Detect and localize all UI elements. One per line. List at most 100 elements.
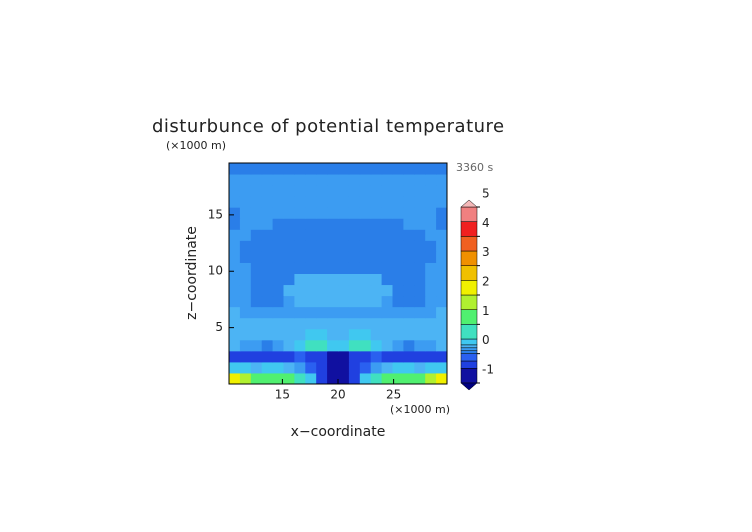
contour-cell bbox=[338, 273, 350, 286]
contour-cell bbox=[436, 240, 448, 252]
contour-cell bbox=[370, 229, 383, 241]
contour-cell bbox=[316, 218, 328, 230]
contour-cell bbox=[414, 196, 426, 208]
contour-cell bbox=[283, 229, 295, 241]
contour-cell bbox=[239, 361, 252, 374]
colorbar-band bbox=[460, 294, 478, 310]
contour-cell bbox=[261, 361, 274, 374]
contour-cell bbox=[425, 240, 437, 252]
contour-cell bbox=[436, 229, 448, 241]
contour-cell bbox=[250, 240, 263, 252]
contour-cell bbox=[381, 306, 393, 319]
contour-cell bbox=[370, 251, 383, 263]
x-unit: (×1000 m) bbox=[390, 403, 450, 416]
contour-cell bbox=[436, 317, 448, 330]
contour-cell bbox=[229, 350, 241, 363]
x-tick-label: 20 bbox=[330, 388, 345, 402]
contour-cell bbox=[294, 372, 306, 385]
contour-cell bbox=[239, 207, 252, 219]
contour-cell bbox=[392, 284, 404, 297]
contour-cell bbox=[239, 229, 252, 241]
contour-cell bbox=[414, 262, 426, 274]
contour-cell bbox=[316, 295, 328, 308]
contour-cell bbox=[381, 185, 393, 197]
contour-cell bbox=[359, 174, 372, 186]
contour-cell bbox=[305, 262, 317, 274]
contour-cell bbox=[272, 174, 284, 186]
contour-cell bbox=[239, 185, 252, 197]
contour-cell bbox=[316, 372, 328, 385]
contour-cell bbox=[283, 361, 295, 374]
contour-cell bbox=[348, 262, 361, 274]
contour-cell bbox=[359, 350, 372, 363]
contour-cell bbox=[338, 163, 350, 175]
contour-cell bbox=[294, 295, 306, 308]
contour-cell bbox=[229, 174, 241, 186]
contour-cell bbox=[294, 328, 306, 341]
contour-cell bbox=[327, 372, 339, 385]
contour-cell bbox=[359, 361, 372, 374]
contour-cell bbox=[338, 317, 350, 330]
contour-cell bbox=[283, 218, 295, 230]
colorbar-over bbox=[460, 199, 478, 208]
contour-cell bbox=[229, 196, 241, 208]
contour-cell bbox=[294, 262, 306, 274]
contour-cell bbox=[305, 207, 317, 219]
contour-cell bbox=[359, 306, 372, 319]
contour-cell bbox=[392, 350, 404, 363]
contour-cell bbox=[272, 229, 284, 241]
contour-cell bbox=[425, 174, 437, 186]
contour-cell bbox=[403, 174, 415, 186]
contour-cell bbox=[294, 317, 306, 330]
colorbar-band bbox=[460, 206, 478, 222]
contour-cell bbox=[239, 218, 252, 230]
contour-cell bbox=[261, 306, 274, 319]
contour-cell bbox=[392, 328, 404, 341]
contour-cell bbox=[425, 284, 437, 297]
contour-cell bbox=[359, 262, 372, 274]
contour-cell bbox=[229, 328, 241, 341]
contour-cell bbox=[436, 273, 448, 286]
contour-cell bbox=[436, 306, 448, 319]
contour-cell bbox=[272, 295, 284, 308]
contour-cell bbox=[327, 350, 339, 363]
contour-cell bbox=[327, 306, 339, 319]
contour-cell bbox=[392, 339, 404, 352]
contour-cell bbox=[229, 207, 241, 219]
colorbar-band bbox=[460, 368, 478, 384]
contour-cell bbox=[436, 372, 448, 385]
contour-cell bbox=[305, 350, 317, 363]
contour-cell bbox=[436, 350, 448, 363]
contour-cell bbox=[403, 251, 415, 263]
contour-cell bbox=[392, 295, 404, 308]
y-unit: (×1000 m) bbox=[166, 139, 226, 152]
contour-cell bbox=[338, 185, 350, 197]
contour-cell bbox=[239, 306, 252, 319]
contour-cell bbox=[359, 251, 372, 263]
contour-cell bbox=[294, 163, 306, 175]
contour-cell bbox=[316, 251, 328, 263]
colorbar-tick-label: 3 bbox=[482, 245, 490, 259]
contour-cell bbox=[316, 185, 328, 197]
contour-cell bbox=[294, 174, 306, 186]
contour-cell bbox=[348, 328, 361, 341]
contour-cell bbox=[414, 350, 426, 363]
contour-cell bbox=[327, 163, 339, 175]
contour-cell bbox=[370, 207, 383, 219]
contour-cell bbox=[381, 284, 393, 297]
contour-cell bbox=[414, 174, 426, 186]
contour-cell bbox=[261, 339, 274, 352]
contour-cell bbox=[229, 251, 241, 263]
contour-cell bbox=[250, 174, 263, 186]
contour-cell bbox=[239, 317, 252, 330]
contour-cell bbox=[403, 218, 415, 230]
contour-cell bbox=[250, 372, 263, 385]
colorbar-tick-label: 4 bbox=[482, 216, 490, 230]
contour-cell bbox=[261, 317, 274, 330]
contour-cell bbox=[425, 306, 437, 319]
contour-cell bbox=[381, 295, 393, 308]
contour-cell bbox=[294, 196, 306, 208]
contour-cell bbox=[261, 372, 274, 385]
contour-cell bbox=[403, 196, 415, 208]
